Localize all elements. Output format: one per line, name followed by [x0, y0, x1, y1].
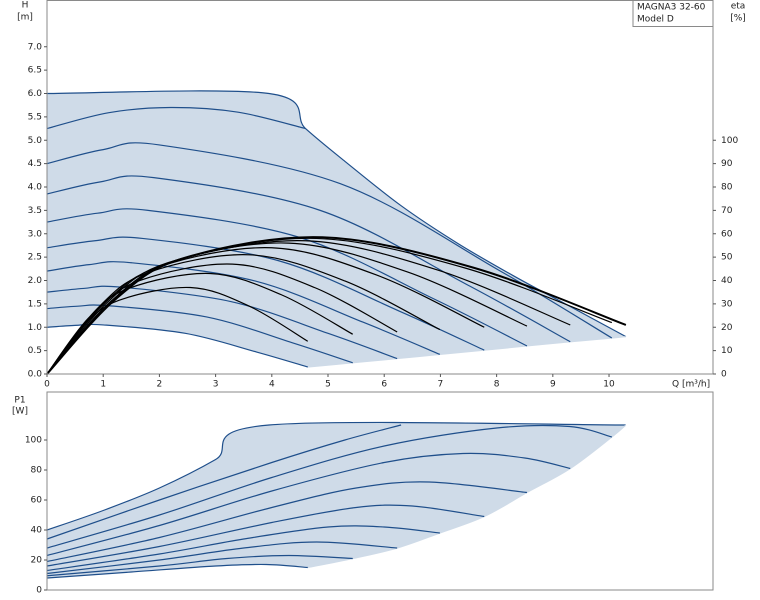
performance-curve	[46, 424, 402, 540]
efficiency-curve	[46, 247, 485, 375]
performance-curve	[46, 421, 626, 531]
performance-curve	[46, 175, 571, 343]
y-tick-label: 5.0	[28, 136, 43, 146]
y2-axis-label: eta	[731, 2, 746, 12]
y-tick-label: 4.5	[28, 159, 42, 169]
performance-curve	[46, 563, 308, 579]
y-tick-label: 7.0	[28, 42, 43, 52]
y-tick-label: 6.5	[28, 66, 42, 76]
performance-curve	[46, 323, 308, 368]
chart-subtitle: Model D	[637, 15, 674, 25]
y-axis-unit: [m]	[17, 13, 33, 23]
y-tick-label: 100	[25, 436, 42, 446]
y-tick-label: 2.0	[28, 276, 43, 286]
performance-curve	[46, 452, 571, 557]
performance-curve	[46, 504, 485, 567]
x-tick-label: 3	[213, 380, 219, 390]
y-tick-label: 3.5	[28, 206, 42, 216]
y-tick-label: 5.5	[28, 112, 42, 122]
y2-tick-label: 70	[721, 206, 733, 216]
y2-tick-label: 60	[721, 229, 733, 239]
performance-curve	[46, 525, 440, 572]
performance-curve	[46, 304, 353, 364]
y-tick-label: 80	[31, 466, 43, 476]
x-tick-label: 2	[157, 380, 163, 390]
y2-tick-label: 30	[721, 299, 733, 309]
lower-plot-frame	[46, 391, 714, 591]
y-tick-label: 20	[31, 556, 43, 566]
operating-range	[47, 90, 626, 367]
y-tick-label: 0	[36, 586, 42, 596]
x-tick-label: 10	[603, 380, 615, 390]
y-axis-label: H	[22, 1, 29, 11]
efficiency-curve	[46, 254, 441, 375]
x-tick-label: 6	[381, 380, 387, 390]
x-tick-label: 0	[44, 380, 50, 390]
legend-box	[632, 0, 714, 27]
y-tick-label: 2.5	[28, 253, 42, 263]
y2-tick-label: 0	[721, 370, 727, 380]
x-axis-label: Q [m³/h]	[672, 380, 710, 390]
y-tick-label: 6.0	[28, 89, 43, 99]
y2-tick-label: 80	[721, 183, 733, 193]
x-tick-label: 7	[438, 380, 444, 390]
efficiency-curve	[46, 236, 627, 375]
y2-tick-label: 40	[721, 276, 733, 286]
y-tick-label: 0.0	[28, 370, 43, 380]
x-tick-label: 1	[100, 380, 106, 390]
y2-axis-unit: [%]	[730, 14, 746, 24]
y-tick-label: 1.0	[28, 323, 43, 333]
marks	[46, 90, 627, 579]
y-tick-label: 3.0	[28, 229, 43, 239]
performance-curve	[46, 541, 398, 575]
y-tick-label: 60	[31, 496, 43, 506]
performance-curve	[46, 106, 306, 130]
chart-title: MAGNA3 32-60	[637, 3, 706, 13]
efficiency-curve	[46, 242, 528, 375]
performance-curve	[46, 261, 441, 355]
operating-range	[47, 422, 626, 578]
performance-curve	[46, 481, 528, 563]
efficiency-curve	[46, 240, 571, 375]
y2-tick-label: 20	[721, 323, 733, 333]
y2-tick-label: 10	[721, 346, 733, 356]
y2-tick-label: 50	[721, 253, 733, 263]
y-tick-label: 40	[31, 526, 43, 536]
x-tick-label: 9	[550, 380, 556, 390]
performance-curve	[307, 336, 626, 368]
x-tick-label: 4	[269, 380, 275, 390]
x-tick-label: 8	[494, 380, 500, 390]
y2-tick-label: 90	[721, 159, 733, 169]
performance-curve	[46, 285, 398, 360]
y-axis-label: P1	[14, 396, 25, 406]
performance-curve	[307, 424, 627, 569]
y-axis-unit: [W]	[12, 407, 28, 417]
performance-curve	[46, 554, 353, 577]
performance-curve	[46, 208, 528, 347]
y-tick-label: 1.5	[28, 299, 42, 309]
y2-tick-label: 100	[721, 136, 738, 146]
x-tick-label: 5	[325, 380, 331, 390]
y-tick-label: 4.0	[28, 183, 43, 193]
y-tick-label: 0.5	[28, 346, 42, 356]
performance-curve	[46, 236, 485, 351]
performance-curve	[46, 424, 612, 549]
